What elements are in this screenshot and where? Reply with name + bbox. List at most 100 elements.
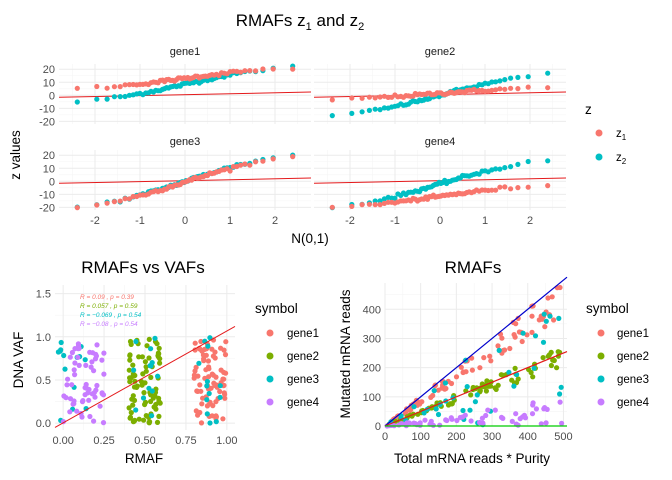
scatter-point-gene1 xyxy=(443,385,449,392)
scatter-point-gene3 xyxy=(133,407,139,413)
scatter-point-gene3 xyxy=(147,363,153,369)
qq-point-z1 xyxy=(377,202,383,208)
scatter-point-gene1 xyxy=(435,387,441,393)
scatter-point-gene2 xyxy=(156,413,162,419)
scatter-point-gene1 xyxy=(192,368,198,374)
scatter-point-gene2 xyxy=(136,416,142,422)
qq-point-z2 xyxy=(515,161,521,167)
qq-point-z1 xyxy=(260,158,266,164)
x-tick-label: 1 xyxy=(227,215,233,227)
scatter-point-gene4 xyxy=(67,354,73,360)
scatter-point-gene4 xyxy=(71,401,77,407)
qq-point-z1 xyxy=(349,95,355,101)
scatter-point-gene4 xyxy=(485,407,491,413)
qq-point-z1 xyxy=(329,97,335,103)
scatter-point-gene2 xyxy=(127,357,133,363)
br-legend-key-gene1 xyxy=(597,329,605,337)
scatter-point-gene4 xyxy=(404,420,410,426)
scatter-point-gene1 xyxy=(217,388,223,395)
scatter-point-gene4 xyxy=(521,412,528,418)
scatter-point-gene1 xyxy=(223,370,229,376)
qq-point-z1 xyxy=(508,85,514,91)
scatter-point-gene2 xyxy=(449,401,455,407)
scatter-point-gene1 xyxy=(198,420,205,426)
top-title: RMAFs z1 and z2 xyxy=(236,11,364,33)
scatter-point-gene2 xyxy=(551,357,557,364)
scatter-point-gene2 xyxy=(554,365,560,371)
scatter-point-gene4 xyxy=(94,382,100,389)
scatter-point-gene2 xyxy=(131,397,138,403)
bl-x-axis-label: RMAF xyxy=(125,451,163,466)
x-tick-label: 0 xyxy=(182,215,188,227)
qq-point-z2 xyxy=(359,109,365,115)
scatter-point-gene3 xyxy=(155,373,161,379)
scatter-point-gene1 xyxy=(218,345,224,351)
scatter-point-gene2 xyxy=(483,388,489,394)
scatter-point-gene4 xyxy=(529,411,536,417)
scatter-point-gene1 xyxy=(458,364,464,370)
legend-label-z2: z2 xyxy=(616,152,627,166)
scatter-point-gene2 xyxy=(128,410,134,416)
scatter-point-gene3 xyxy=(204,378,210,385)
scatter-point-gene1 xyxy=(201,358,207,364)
scatter-point-gene1 xyxy=(213,414,219,420)
scatter-point-gene2 xyxy=(153,401,159,408)
scatter-point-gene1 xyxy=(529,329,535,335)
scatter-point-gene2 xyxy=(141,417,147,423)
qq-point-z2 xyxy=(366,107,372,113)
scatter-point-gene1 xyxy=(223,339,229,345)
scatter-point-gene3 xyxy=(140,395,147,401)
scatter-point-gene3 xyxy=(467,407,473,413)
scatter-point-gene4 xyxy=(538,421,544,427)
scatter-point-gene3 xyxy=(435,411,442,418)
qq-point-z2 xyxy=(126,92,132,98)
scatter-point-gene3 xyxy=(411,404,417,410)
qq-point-z1 xyxy=(329,204,335,210)
scatter-point-gene4 xyxy=(76,362,82,368)
x-tick-label: 500 xyxy=(554,431,572,443)
qq-point-z2 xyxy=(349,110,355,116)
scatter-point-gene4 xyxy=(93,351,99,357)
qq-point-z1 xyxy=(359,202,365,208)
qq-point-z1 xyxy=(270,66,276,72)
scatter-point-gene3 xyxy=(431,388,437,394)
x-tick-label: 300 xyxy=(483,431,501,443)
qq-point-z1 xyxy=(525,84,531,90)
qq-point-z1 xyxy=(74,205,80,211)
scatter-point-gene4 xyxy=(422,417,428,423)
top-legend: z z1 z2 xyxy=(585,102,627,166)
scatter-point-gene2 xyxy=(143,364,149,370)
scatter-point-gene2 xyxy=(154,341,160,347)
qq-point-z1 xyxy=(270,156,276,162)
facet-panel-gene4: gene4 -2 -1 0 1 2 xyxy=(313,136,567,227)
y-tick-label: 300 xyxy=(363,333,381,345)
scatter-point-gene2 xyxy=(148,398,154,405)
bl-title: RMAFs vs VAFs xyxy=(81,258,204,277)
scatter-point-gene2 xyxy=(148,374,154,380)
scatter-point-gene1 xyxy=(194,388,200,394)
scatter-point-gene4 xyxy=(483,412,489,419)
scatter-point-gene4 xyxy=(89,359,95,365)
scatter-point-gene2 xyxy=(144,343,150,349)
scatter-point-gene4 xyxy=(79,399,86,405)
scatter-point-gene4 xyxy=(448,415,454,421)
scatter-point-gene1 xyxy=(499,335,505,341)
top-x-axis-label: N(0,1) xyxy=(291,231,329,246)
scatter-point-gene1 xyxy=(222,391,228,397)
qq-point-z1 xyxy=(260,66,266,72)
x-tick-label: 1.00 xyxy=(216,435,237,447)
y-tick-label: 0 xyxy=(49,176,55,188)
br-legend-title: symbol xyxy=(586,301,629,316)
qq-point-z2 xyxy=(545,158,551,164)
x-tick-label: 0 xyxy=(437,215,443,227)
scatter-point-gene3 xyxy=(496,347,502,353)
qq-point-z2 xyxy=(525,74,531,80)
qq-point-z2 xyxy=(94,96,100,102)
scatter-point-gene4 xyxy=(87,413,93,420)
scatter-point-gene3 xyxy=(207,335,213,341)
scatter-point-gene2 xyxy=(132,417,138,423)
scatter-point-gene4 xyxy=(69,382,75,388)
qq-point-z2 xyxy=(372,106,378,112)
scatter-point-gene3 xyxy=(557,391,563,397)
